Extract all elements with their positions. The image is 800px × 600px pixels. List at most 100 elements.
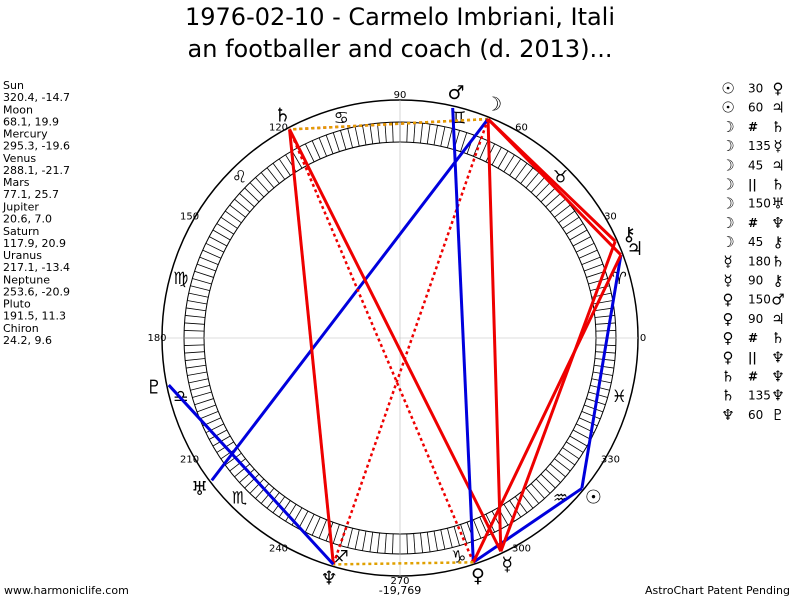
ring-hatch (566, 223, 584, 235)
planet-position: 68.1, 19.9 (3, 115, 59, 128)
ring-hatch (194, 270, 214, 278)
planet-name: Mercury (3, 128, 48, 141)
ring-hatch (285, 504, 297, 522)
ring-hatch (194, 398, 214, 406)
degree-label: 300 (512, 543, 531, 554)
aspect-line (288, 128, 475, 563)
ring-hatch (304, 513, 315, 533)
ring-hatch (595, 330, 616, 332)
ring-hatch (369, 532, 374, 552)
ring-hatch (392, 533, 394, 554)
planet-position: 77.1, 25.7 (3, 188, 59, 201)
ring-hatch (188, 378, 209, 384)
planet-name: Saturn (3, 225, 39, 238)
planet-name: Venus (3, 152, 36, 165)
ring-hatch (479, 140, 489, 160)
ring-hatch (192, 278, 212, 285)
ring-hatch (554, 458, 571, 472)
ring-hatch (220, 216, 238, 229)
site-link: www.harmoniclife.com (4, 584, 129, 597)
ring-hatch (266, 167, 280, 184)
score: -19,769 (379, 584, 421, 597)
ring-hatch (503, 154, 515, 172)
ring-hatch (520, 167, 534, 184)
ring-hatch (569, 229, 588, 241)
ring-hatch (581, 411, 601, 420)
ring-hatch (440, 126, 446, 147)
aspect-planet: ☽ (721, 233, 734, 251)
zodiac-sign: ♋ (334, 109, 349, 129)
ring-hatch (185, 315, 206, 318)
ring-hatch (549, 198, 566, 213)
aspect-line (486, 118, 503, 552)
ring-hatch (540, 187, 556, 203)
ring-hatch (530, 177, 545, 193)
ring-hatch (392, 122, 394, 143)
ring-hatch (196, 263, 216, 272)
aspect-type: # (748, 370, 758, 384)
ring-hatch (249, 182, 265, 198)
zodiac-sign: ♓ (612, 387, 627, 407)
aspect-type: # (748, 120, 758, 134)
ring-hatch (249, 478, 265, 494)
ring-hatch (190, 385, 210, 391)
ring-hatch (311, 516, 321, 536)
ring-hatch (584, 263, 604, 272)
zodiac-sign: ♏ (232, 489, 247, 509)
ring-hatch (216, 223, 234, 235)
planet-name: Pluto (3, 298, 31, 311)
ring-hatch (473, 519, 482, 539)
planet-position: 295.3, -19.6 (3, 140, 70, 153)
planet-glyph: ♄ (274, 105, 291, 127)
ring-hatch (420, 123, 423, 144)
aspect-planet: ♃ (771, 156, 784, 174)
zodiac-sign: ♌ (232, 167, 247, 187)
ring-hatch (202, 249, 222, 259)
ring-hatch (426, 532, 431, 552)
planet-glyph: ♅ (191, 478, 208, 500)
planet-glyph: ♃ (626, 238, 643, 260)
aspect-line (486, 117, 617, 243)
aspect-planet: ♃ (771, 99, 784, 117)
planet-glyph: ♆ (321, 567, 338, 589)
aspect-planet: ♄ (721, 368, 734, 386)
ring-hatch (545, 193, 561, 208)
degree-label: 0 (640, 333, 646, 344)
ring-hatch (205, 423, 225, 434)
aspect-line (332, 118, 490, 565)
ring-hatch (325, 134, 334, 154)
planet-name: Chiron (3, 322, 39, 335)
planet-position: 117.9, 20.9 (3, 237, 66, 250)
ring-hatch (260, 172, 275, 189)
ring-hatch (304, 143, 315, 163)
ring-hatch (187, 300, 208, 305)
planet-name: Jupiter (2, 201, 39, 214)
ring-hatch (433, 530, 438, 551)
ring-hatch (440, 529, 446, 550)
aspect-type: 135 (748, 139, 771, 153)
planet-name: Uranus (3, 249, 42, 262)
ring-hatch (184, 322, 205, 325)
aspect-type: 60 (748, 408, 763, 422)
ring-hatch (229, 204, 246, 218)
aspect-line (499, 240, 617, 552)
ring-hatch (384, 122, 387, 143)
aspect-planet: ♂ (771, 291, 784, 309)
ring-hatch (592, 371, 613, 376)
ring-hatch (545, 468, 561, 483)
aspect-type: 150 (748, 197, 771, 211)
aspect-line (288, 129, 335, 565)
ring-hatch (525, 487, 540, 504)
aspect-line (472, 487, 583, 564)
aspect-planet: ☽ (721, 214, 734, 232)
ring-hatch (525, 172, 540, 189)
aspect-type: 60 (748, 101, 763, 115)
aspect-planet: ♆ (771, 387, 784, 405)
ring-hatch (199, 411, 219, 420)
ring-hatch (562, 447, 580, 460)
aspect-line (288, 128, 503, 553)
ring-hatch (362, 125, 367, 146)
aspect-planet: ☿ (723, 252, 732, 270)
aspect-planet: ♅ (771, 195, 784, 213)
aspect-type: 45 (748, 158, 763, 172)
